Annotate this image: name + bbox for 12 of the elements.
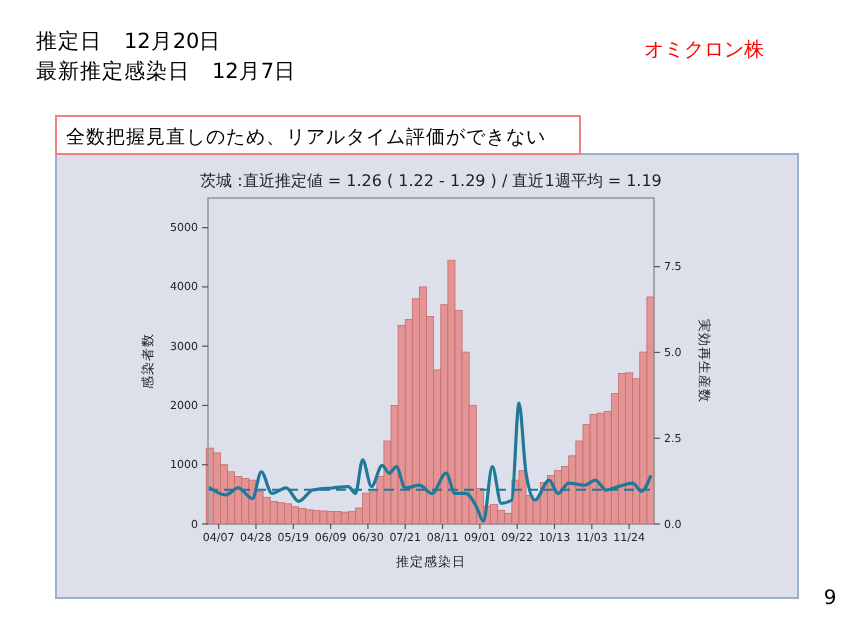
bar <box>262 496 271 525</box>
bar <box>518 470 527 525</box>
bar <box>447 259 456 525</box>
bar <box>326 511 335 525</box>
text: 全数把握見直しのため、リアルタイム評価ができない <box>66 125 546 149</box>
text: オミクロン株 <box>644 38 764 62</box>
text: 推定日 12月20日 <box>36 28 222 54</box>
bar <box>397 325 406 525</box>
text: 最新推定感染日 12月7日 <box>36 58 297 84</box>
text: 9 <box>823 588 837 610</box>
chart-title: 茨城 :直近推定値 = 1.26 ( 1.22 - 1.29 ) / 直近1週平均 = 1.19 <box>200 172 662 190</box>
bar <box>596 412 605 525</box>
